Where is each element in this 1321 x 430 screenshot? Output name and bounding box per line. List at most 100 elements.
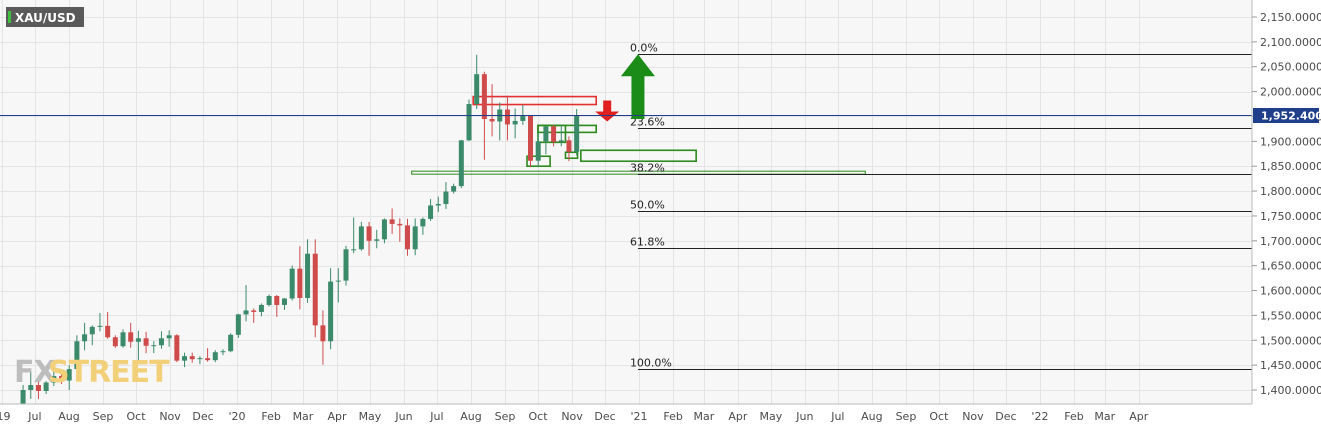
candle	[35, 380, 41, 399]
x-tick-label: Oct	[126, 410, 146, 423]
candle	[451, 183, 457, 194]
candle-body	[574, 115, 580, 152]
x-tick-label: Feb	[1064, 410, 1083, 423]
x-tick-label: Dec	[995, 410, 1016, 423]
x-tick-label: Dec	[192, 410, 213, 423]
x-tick-label: Sep	[495, 410, 516, 423]
down-arrow-icon	[595, 100, 620, 122]
x-axis-panel	[0, 404, 1321, 430]
fibonacci-levels: 0.0%23.6%38.2%50.0%61.8%100.0%	[630, 42, 1252, 370]
candle	[320, 310, 326, 365]
candle	[543, 125, 549, 155]
candle	[281, 297, 287, 310]
candle-body	[474, 74, 480, 105]
candle-body	[412, 226, 418, 250]
candle	[274, 295, 280, 317]
x-tick-label: '19	[0, 410, 11, 423]
candle-body	[266, 296, 272, 305]
x-tick-label: Jun	[394, 410, 412, 423]
green-box-right	[580, 149, 697, 163]
y-tick-label: 1,400.0000	[1260, 384, 1321, 397]
candle	[305, 239, 311, 303]
x-tick-label: Oct	[528, 410, 548, 423]
candle-body	[220, 351, 226, 353]
candle	[520, 105, 526, 125]
candle-body	[189, 356, 195, 360]
fib-level-label: 61.8%	[630, 236, 665, 249]
candle	[182, 352, 188, 368]
candle-body	[435, 203, 441, 206]
candle	[205, 348, 211, 362]
candle	[412, 218, 418, 256]
candle	[358, 221, 364, 251]
candle	[381, 218, 387, 244]
x-tick-label: Jul	[27, 410, 41, 423]
x-tick-label: May	[759, 410, 782, 423]
candle	[489, 84, 495, 137]
y-tick-label: 2,100.0000	[1260, 36, 1321, 49]
candle	[335, 268, 341, 303]
x-tick-label: Sep	[93, 410, 114, 423]
candle	[405, 218, 410, 256]
y-tick-label: 1,800.0000	[1260, 185, 1321, 198]
candle-body	[420, 218, 426, 227]
candle	[289, 265, 295, 301]
candle	[197, 356, 203, 365]
candle	[97, 312, 103, 332]
fib-level-label: 38.2%	[630, 162, 665, 175]
x-tick-label: Nov	[962, 410, 984, 423]
candle	[166, 330, 172, 347]
candle	[343, 245, 349, 286]
x-tick-label: Feb	[663, 410, 682, 423]
price-badge-background	[1253, 108, 1319, 123]
candle	[89, 325, 95, 346]
candle	[551, 124, 557, 147]
candle	[397, 218, 403, 242]
current-price-badge: 1,952.4000	[1253, 108, 1321, 123]
candle-body	[481, 74, 487, 119]
candle	[535, 132, 541, 168]
candle-body	[328, 281, 334, 342]
x-tick-label: Feb	[261, 410, 280, 423]
candle-body	[458, 140, 464, 187]
candle-body	[397, 223, 403, 226]
candle	[266, 294, 272, 307]
candle-body	[366, 226, 372, 241]
y-tick-label: 2,050.0000	[1260, 61, 1321, 74]
watermark-street: STREET	[48, 355, 170, 390]
candle-body	[551, 126, 557, 142]
candle	[59, 372, 65, 385]
candle-body	[143, 338, 149, 346]
x-tick-label: Apr	[728, 410, 748, 423]
candle-body	[235, 314, 241, 335]
y-tick-label: 1,900.0000	[1260, 135, 1321, 148]
symbol-tag-background	[6, 7, 84, 27]
candle	[466, 99, 472, 141]
watermark: FX STREET	[14, 355, 171, 390]
candle-body	[305, 253, 311, 298]
candle-body	[520, 115, 526, 121]
candle-body	[512, 120, 518, 125]
candle-body	[274, 296, 280, 305]
candle	[82, 322, 88, 351]
candle	[566, 136, 572, 162]
candle-body	[197, 358, 203, 360]
y-tick-label: 2,150.0000	[1260, 11, 1321, 24]
x-tick-label: Apr	[327, 410, 347, 423]
candle-body	[443, 191, 449, 204]
candle-body	[389, 219, 395, 224]
candle	[504, 95, 510, 141]
candle	[120, 329, 126, 348]
candle-body	[374, 239, 380, 241]
symbol-tag[interactable]: XAU/USD	[6, 7, 84, 27]
candle	[443, 182, 449, 209]
candle-body	[28, 385, 34, 390]
candle	[135, 330, 141, 361]
candle-body	[335, 280, 341, 282]
candle-body	[82, 334, 88, 342]
candle	[143, 331, 149, 354]
green-box-base	[564, 151, 579, 160]
candle-body	[74, 341, 80, 370]
x-tick-label: Mar	[293, 410, 314, 423]
